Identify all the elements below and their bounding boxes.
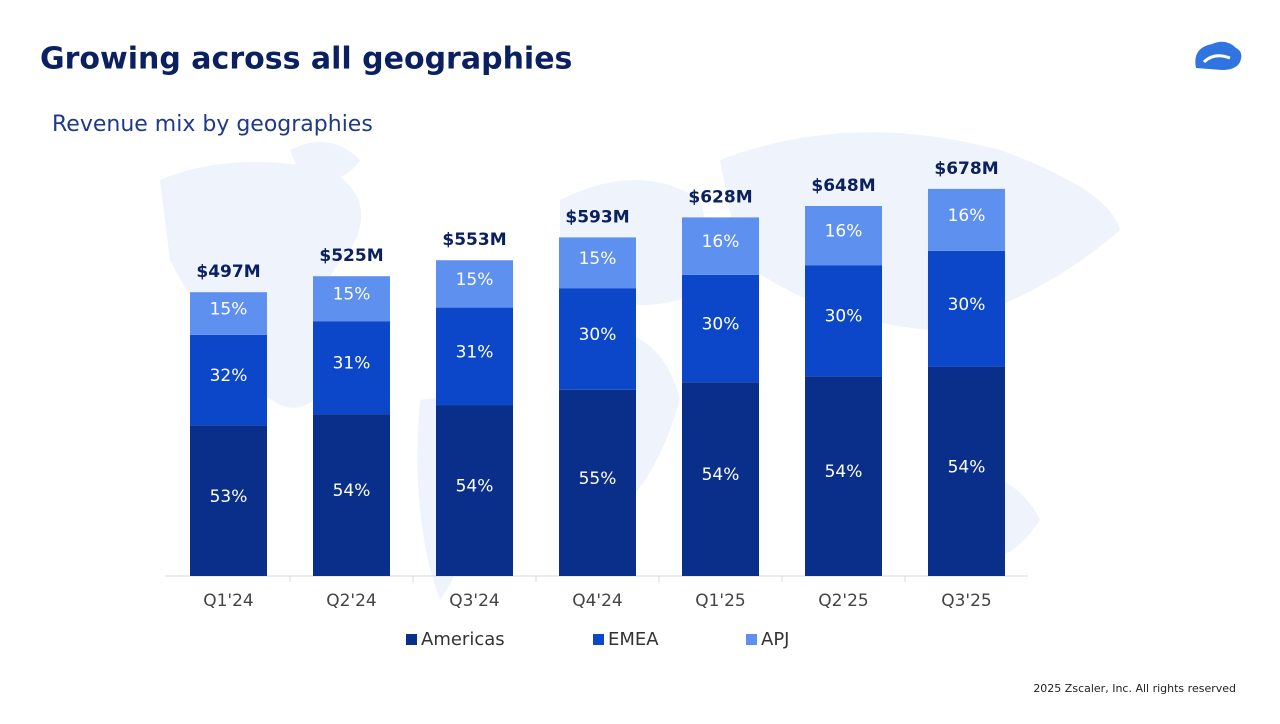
bar-segment [928,188,1005,251]
segment-label: 54% [825,462,863,482]
bar-segment [559,288,636,390]
legend-swatch [593,634,604,645]
title: Growing across all geographies [40,42,572,77]
bar-segment [805,376,882,576]
segment-label: 31% [333,354,371,374]
total-label: $525M [319,246,383,266]
bar-segment [190,334,267,426]
segment-label: 55% [579,469,617,489]
total-label: $553M [442,230,506,250]
bar-segment [313,276,390,322]
x-tick-label: Q1'24 [203,591,254,611]
legend-swatch [406,634,417,645]
segment-label: 15% [210,299,248,319]
segment-label: 15% [333,285,371,305]
x-tick-label: Q3'24 [449,591,500,611]
segment-label: 31% [456,343,494,363]
segment-label: 15% [579,249,617,269]
total-label: $593M [565,207,629,227]
segment-label: 30% [948,295,986,315]
segment-label: 53% [210,487,248,507]
segment-label: 32% [210,366,248,386]
x-tick-label: Q1'25 [695,591,746,611]
bar-segment [559,237,636,289]
total-label: $628M [688,187,752,207]
bar-segment [805,265,882,377]
total-label: $497M [196,262,260,282]
segment-label: 54% [333,481,371,501]
legend-label: EMEA [608,629,659,650]
segment-label: 30% [825,307,863,327]
segment-label: 16% [702,232,740,252]
legend-swatch [746,634,757,645]
bar-segment [436,260,513,308]
x-tick-label: Q2'24 [326,591,377,611]
segment-label: 16% [825,222,863,242]
footer: 2025 Zscaler, Inc. All rights reserved [1033,682,1236,695]
bar-segment [190,292,267,335]
bar-segment [682,382,759,576]
bar-segment [313,414,390,576]
bar-segment [928,250,1005,367]
bar-segment [190,425,267,576]
segment-label: 54% [702,465,740,485]
total-label: $678M [934,159,998,179]
segment-label: 54% [456,477,494,497]
bar-segment [313,321,390,415]
logo [1195,41,1242,70]
segment-label: 15% [456,270,494,290]
bar-segment [436,405,513,576]
bar-segment [436,307,513,406]
legend-label: APJ [761,629,789,650]
bar-segment [805,205,882,266]
segment-label: 30% [579,325,617,345]
segment-label: 54% [948,457,986,477]
bar-segment [682,217,759,275]
x-tick-label: Q4'24 [572,591,623,611]
bar-segment [928,366,1005,576]
segment-label: 30% [702,315,740,335]
legend-label: Americas [421,629,505,650]
plot: 53% 32% 15% $497M Q1'24 54% 31% 15% $525M Q2'24 54… [190,159,1005,650]
subtitle: Revenue mix by geographies [52,112,373,137]
segment-label: 16% [948,206,986,226]
total-label: $648M [811,176,875,196]
bar-segment [559,389,636,576]
x-tick-label: Q2'25 [818,591,869,611]
x-tick-label: Q3'25 [941,591,992,611]
bar-segment [682,274,759,383]
